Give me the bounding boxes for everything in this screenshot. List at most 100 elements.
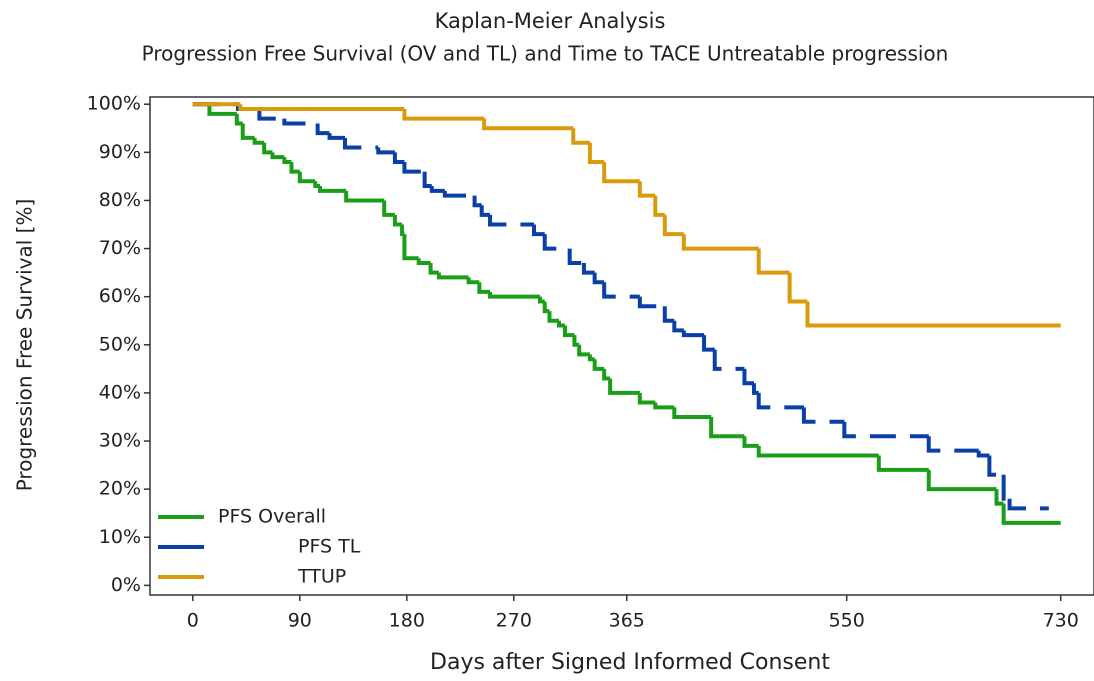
step-segment — [422, 171, 432, 189]
step-segment — [382, 200, 395, 217]
y-tick-label: 90% — [99, 141, 141, 163]
x-tick-label: 730 — [1043, 610, 1079, 632]
x-tick-label: 550 — [829, 610, 865, 632]
step-segment — [702, 335, 715, 352]
step-segment — [681, 234, 759, 251]
step-segment — [751, 383, 759, 395]
step-segment — [587, 354, 595, 362]
step-segment — [587, 142, 605, 164]
step-segment — [392, 152, 405, 164]
step-segment — [234, 113, 243, 126]
step-segment — [240, 123, 255, 140]
y-tick-label: 20% — [99, 478, 141, 500]
y-tick-label: 10% — [99, 526, 141, 548]
y-tick-label: 70% — [99, 237, 141, 259]
step-segment — [1001, 474, 1010, 501]
step-segment — [542, 301, 550, 314]
step-segment — [976, 450, 990, 458]
step-segment — [805, 301, 1061, 328]
step-segment — [756, 445, 879, 458]
y-axis-label: Progression Free Survival [%] — [13, 199, 37, 492]
step-segment — [252, 137, 265, 145]
step-segment — [428, 263, 439, 275]
step-segment — [479, 205, 491, 217]
step-segment — [994, 489, 1004, 506]
step-segment — [801, 407, 845, 424]
step-segment — [327, 133, 345, 140]
plot-frame — [149, 96, 1094, 596]
legend-label: TTUP — [297, 566, 346, 588]
step-segment — [313, 181, 321, 189]
step-segment — [756, 392, 804, 410]
step-segment — [572, 335, 580, 347]
legend-label: PFS Overall — [218, 506, 326, 528]
x-tick-label: 0 — [187, 610, 199, 632]
step-segment — [742, 368, 754, 386]
step-segment — [488, 214, 535, 227]
step-segment — [637, 296, 665, 309]
step-segment — [926, 436, 979, 453]
step-segment — [662, 214, 684, 237]
step-segment — [681, 330, 705, 338]
step-segment — [262, 142, 273, 155]
y-tick-label: 80% — [99, 189, 141, 211]
step-segment — [532, 224, 545, 237]
step-segment — [542, 234, 570, 251]
step-segment — [537, 296, 545, 304]
y-tick-label: 60% — [99, 285, 141, 307]
step-segment — [238, 104, 405, 112]
step-segment — [1001, 503, 1061, 525]
step-segment — [742, 436, 759, 448]
step-segment — [344, 190, 385, 203]
step-segment — [653, 195, 665, 217]
step-segment — [342, 137, 379, 150]
step-segment — [547, 311, 559, 323]
step-segment — [672, 320, 684, 333]
x-tick-label: 270 — [496, 610, 532, 632]
step-segment — [472, 195, 482, 208]
step-segment — [402, 109, 485, 121]
step-segment — [602, 282, 640, 299]
step-segment — [756, 248, 790, 275]
legend-label: PFS TL — [298, 536, 361, 558]
step-segment — [402, 234, 419, 261]
y-tick-label: 0% — [111, 574, 141, 596]
step-segment — [297, 171, 316, 184]
step-segment — [562, 325, 575, 338]
step-segment — [637, 392, 656, 405]
chart-subtitle: Progression Free Survival (OV and TL) an… — [142, 42, 949, 66]
step-segment — [876, 455, 929, 472]
step-segment — [653, 402, 675, 410]
step-segment — [442, 190, 475, 198]
step-segment — [402, 161, 425, 174]
step-segment — [637, 181, 656, 198]
x-axis-label: Days after Signed Informed Consent — [430, 650, 830, 675]
step-segment — [436, 272, 469, 280]
step-segment — [987, 455, 1004, 477]
y-tick-label: 50% — [99, 333, 141, 355]
step-segment — [571, 128, 590, 145]
x-tick-label: 90 — [288, 610, 312, 632]
chart-title: Kaplan-Meier Analysis — [435, 9, 666, 33]
step-segment — [257, 109, 285, 121]
step-segment — [709, 416, 745, 439]
step-segment — [282, 157, 292, 164]
step-segment — [429, 186, 445, 193]
x-tick-label: 180 — [389, 610, 425, 632]
y-tick-label: 40% — [99, 381, 141, 403]
step-segment — [556, 320, 565, 328]
step-segment — [376, 147, 395, 155]
step-segment — [602, 368, 611, 381]
step-segment — [400, 224, 405, 237]
step-segment — [662, 306, 675, 323]
step-segment — [289, 161, 300, 174]
y-tick-label: 100% — [87, 93, 141, 115]
step-segment — [482, 118, 574, 131]
step-segment — [926, 469, 997, 492]
step-segment — [592, 272, 605, 285]
step-segment — [488, 291, 540, 299]
step-segment — [712, 349, 745, 371]
x-tick-label: 365 — [609, 610, 645, 632]
